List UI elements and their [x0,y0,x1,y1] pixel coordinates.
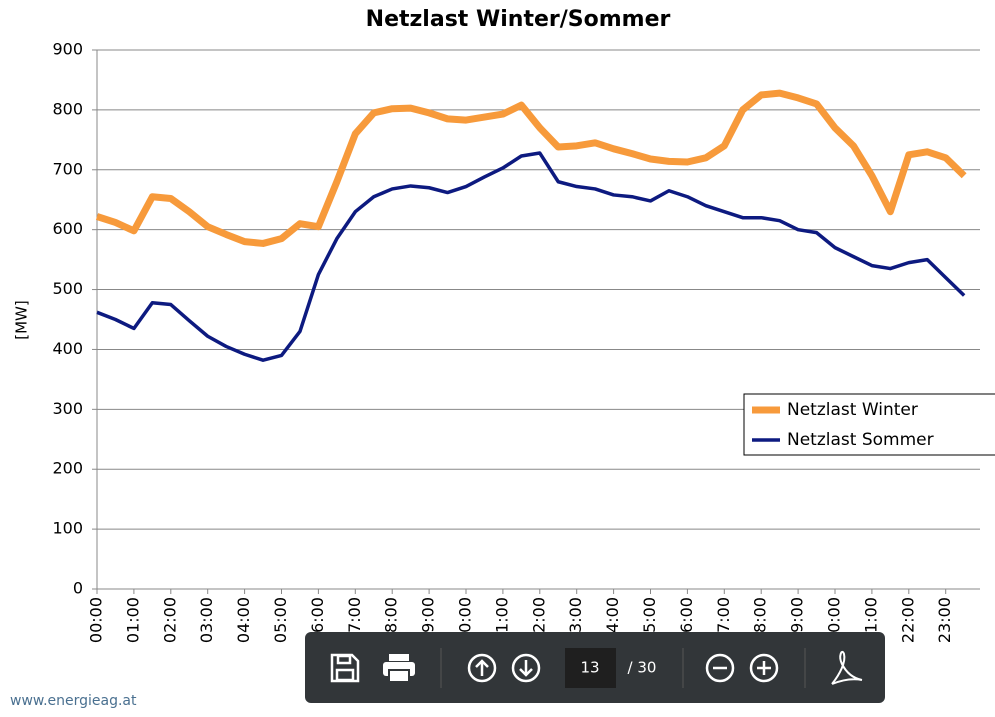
x-tick-label: 03:00 [197,597,216,643]
y-tick-label: 800 [52,99,83,118]
series-line [95,89,967,247]
x-tick-label: 19:00 [788,597,807,643]
footer-link[interactable]: www.energieag.at [10,693,137,709]
x-tick-label: 05:00 [271,597,290,643]
y-axis-label: [MW] [13,300,31,339]
x-tick-label: 11:00 [492,597,511,643]
page-number: 13 [580,659,599,677]
x-tick-label: 04:00 [234,597,253,643]
page-input[interactable] [565,648,616,688]
legend: Netzlast Winter Netzlast Sommer [743,393,995,456]
y-tick-label: 400 [52,339,83,358]
series-line [96,151,966,362]
y-tick-label: 900 [52,40,83,59]
print-button[interactable] [383,654,415,683]
x-tick-label: 10:00 [456,597,475,643]
chart-title: Netzlast Winter/Sommer [366,7,671,32]
x-tick-label: 07:00 [345,597,364,643]
x-tick-label: 16:00 [677,597,696,643]
save-button[interactable] [330,653,360,683]
toolbar: 13 / 30 [305,632,885,703]
y-tick-label: 700 [52,159,83,178]
y-tick-label: 100 [52,519,83,538]
y-tick-label: 500 [52,279,83,298]
x-tick-label: 12:00 [529,597,548,643]
zoom-out-button[interactable] [705,653,735,683]
y-tick-label: 300 [52,399,83,418]
y-tick-label: 200 [52,459,83,478]
zoom-in-button[interactable] [749,653,779,683]
x-tick-label: 15:00 [640,597,659,643]
x-tick-label: 00:00 [87,597,106,643]
x-tick-label: 06:00 [308,597,327,643]
y-tick-label: 0 [73,579,83,598]
legend-label: Netzlast Sommer [787,430,934,450]
plot: 0 100 200 300 400 500 600 700 800 900 00:00 01:00 02… [52,40,980,643]
y-tick-label: 600 [52,219,83,238]
x-tick-label: 14:00 [603,597,622,643]
x-tick-label: 22:00 [898,597,917,643]
page-total: / 30 [628,659,657,677]
next-page-button[interactable] [511,653,541,683]
x-tick-label: 13:00 [566,597,585,643]
legend-label: Netzlast Winter [787,400,918,420]
x-tick-label: 01:00 [123,597,142,643]
acrobat-button[interactable] [831,650,863,685]
x-tick-label: 20:00 [825,597,844,643]
x-tick-label: 21:00 [861,597,880,643]
x-tick-label: 02:00 [160,597,179,643]
plot-area [97,50,980,589]
x-tick-label: 18:00 [751,597,770,643]
x-tick-label: 08:00 [382,597,401,643]
legend-box [743,393,995,456]
prev-page-button[interactable] [467,653,497,683]
x-tick-label: 23:00 [935,597,954,643]
x-tick-label: 17:00 [714,597,733,643]
x-tick-label: 09:00 [419,597,438,643]
